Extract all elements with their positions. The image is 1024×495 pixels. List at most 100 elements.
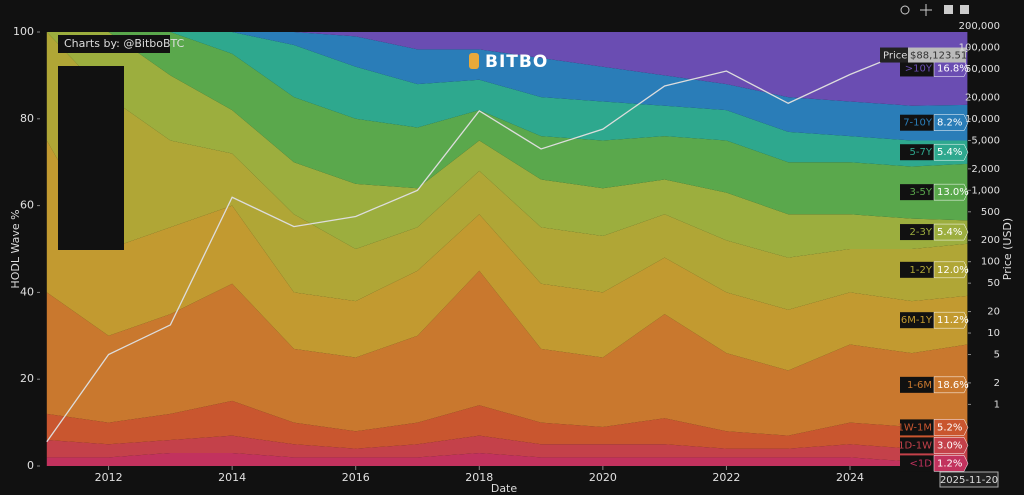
end-tag-name-box <box>900 419 934 436</box>
end-tag: 6M-1Y 11.2% <box>900 311 969 329</box>
end-tag: 2-3Y 5.4% <box>900 223 969 241</box>
y2-tick-label: 200,000 <box>959 21 1000 32</box>
end-tag: 5-7Y 5.4% <box>900 143 969 161</box>
end-tag-value: 5.2% <box>937 422 962 433</box>
logo-icon <box>469 53 479 69</box>
end-tag-name: 5-7Y <box>910 147 933 158</box>
end-tag-name: 6M-1Y <box>901 315 933 326</box>
end-tag-value: 16.8% <box>937 63 969 74</box>
end-tag-value: 12.0% <box>937 265 969 276</box>
end-tag-box <box>933 419 969 436</box>
area <box>46 32 968 310</box>
end-tag: 1-6M 18.6% <box>900 376 969 394</box>
y2-tick-label: 20,000 <box>965 92 1000 103</box>
end-tag-value: 3.0% <box>937 440 962 451</box>
y2-tick-label: 1 <box>994 399 1000 410</box>
logo: BITBO <box>485 52 548 72</box>
end-tag-name-box <box>900 60 934 77</box>
y2-tick-label: 100 <box>981 257 1000 268</box>
end-tag-value: 8.2% <box>937 118 962 129</box>
y-tick-label: 0 <box>27 459 34 472</box>
x-tick-label: 2024 <box>836 471 864 484</box>
end-tag-box <box>933 183 969 201</box>
end-tag-box <box>933 261 969 279</box>
end-tag-box <box>933 311 969 329</box>
y2-tick-label: 2,000 <box>971 164 1000 175</box>
area <box>46 270 968 436</box>
hover-date-box <box>939 471 999 488</box>
price-tag-name: Price <box>883 51 907 62</box>
area <box>46 32 968 258</box>
end-tag-value: 11.2% <box>937 315 969 326</box>
end-tag: 1W-1M 5.2% <box>898 419 969 436</box>
x-tick-label: 2012 <box>95 471 123 484</box>
end-tag-value: 5.4% <box>937 227 962 238</box>
y2-tick-label: 1,000 <box>971 185 1000 196</box>
area <box>46 32 968 221</box>
end-tag-name-box <box>900 261 934 278</box>
end-tag-name: 1D-1W <box>898 440 932 451</box>
price-line <box>46 48 968 443</box>
y-tick-label: 80 <box>20 112 34 125</box>
end-tag-name-box <box>900 184 934 201</box>
end-tag-value: 18.6% <box>937 380 969 391</box>
credit-box <box>58 35 170 53</box>
end-tag-value: 13.0% <box>937 187 969 198</box>
end-tag-box <box>933 114 969 131</box>
x-tick-label: 2016 <box>342 471 370 484</box>
zoom-icon[interactable] <box>900 5 910 15</box>
area <box>46 452 968 466</box>
end-tag-name-box <box>900 144 934 161</box>
end-tag-name-box <box>900 437 934 454</box>
area <box>46 400 968 449</box>
end-tag: <1D 1.2% <box>900 455 969 472</box>
end-tag: 1-2Y 12.0% <box>900 261 969 279</box>
pan-icon[interactable] <box>920 4 932 16</box>
end-tag: 3-5Y 13.0% <box>900 183 969 201</box>
area <box>46 32 968 106</box>
end-tag-name: 7-10Y <box>903 118 933 129</box>
x-axis-title: Date <box>491 482 518 495</box>
end-tag-name: 2-3Y <box>910 227 933 238</box>
toolbar[interactable] <box>900 4 969 16</box>
y-tick-label: 100 <box>13 25 34 38</box>
y2-tick-label: 10,000 <box>965 114 1000 125</box>
y-tick-label: 40 <box>20 285 34 298</box>
end-tag-box <box>933 437 969 454</box>
price-tag-value: $88,123.51 <box>910 51 967 62</box>
areas <box>46 32 968 466</box>
end-tag-box <box>933 223 969 241</box>
y2-tick-label: 200 <box>981 235 1000 246</box>
end-tag-name: 3-5Y <box>910 187 933 198</box>
credit: Charts by: @BitboBTC <box>64 37 185 50</box>
x-tick-label: 2018 <box>465 471 493 484</box>
end-tag-box <box>933 376 969 394</box>
y2-tick-label: 10 <box>987 328 1000 339</box>
zoom-out-icon[interactable] <box>960 5 969 14</box>
end-tag: 7-10Y 8.2% <box>900 114 969 131</box>
end-tag-name-box <box>900 224 934 241</box>
end-tag-name: >10Y <box>905 63 933 74</box>
end-tag-name-box <box>900 376 934 393</box>
y2-tick-label: 2 <box>994 378 1000 389</box>
x-tick-label: 2014 <box>218 471 246 484</box>
y2-tick-label: 50,000 <box>965 64 1000 75</box>
hover-date: 2025-11-20 <box>940 475 998 486</box>
area <box>46 140 968 371</box>
y-tick-label: 20 <box>20 372 34 385</box>
y2-tick-label: 500 <box>981 207 1000 218</box>
end-tag: >10Y 16.8% <box>900 60 969 77</box>
x-tick-label: 2022 <box>712 471 740 484</box>
end-tag-box <box>933 455 969 472</box>
y2-axis-title: Price (USD) <box>1001 218 1014 280</box>
y2-tick-label: 100,000 <box>959 43 1000 54</box>
y2-tick-label: 50 <box>987 278 1000 289</box>
y2-tick-label: 20 <box>987 307 1000 318</box>
zoom-in-icon[interactable] <box>944 5 953 14</box>
end-tag-value: 5.4% <box>937 147 962 158</box>
end-tag-name-box <box>900 455 934 472</box>
legend-box <box>58 66 124 250</box>
end-tag-box <box>933 143 969 161</box>
area <box>46 435 968 462</box>
